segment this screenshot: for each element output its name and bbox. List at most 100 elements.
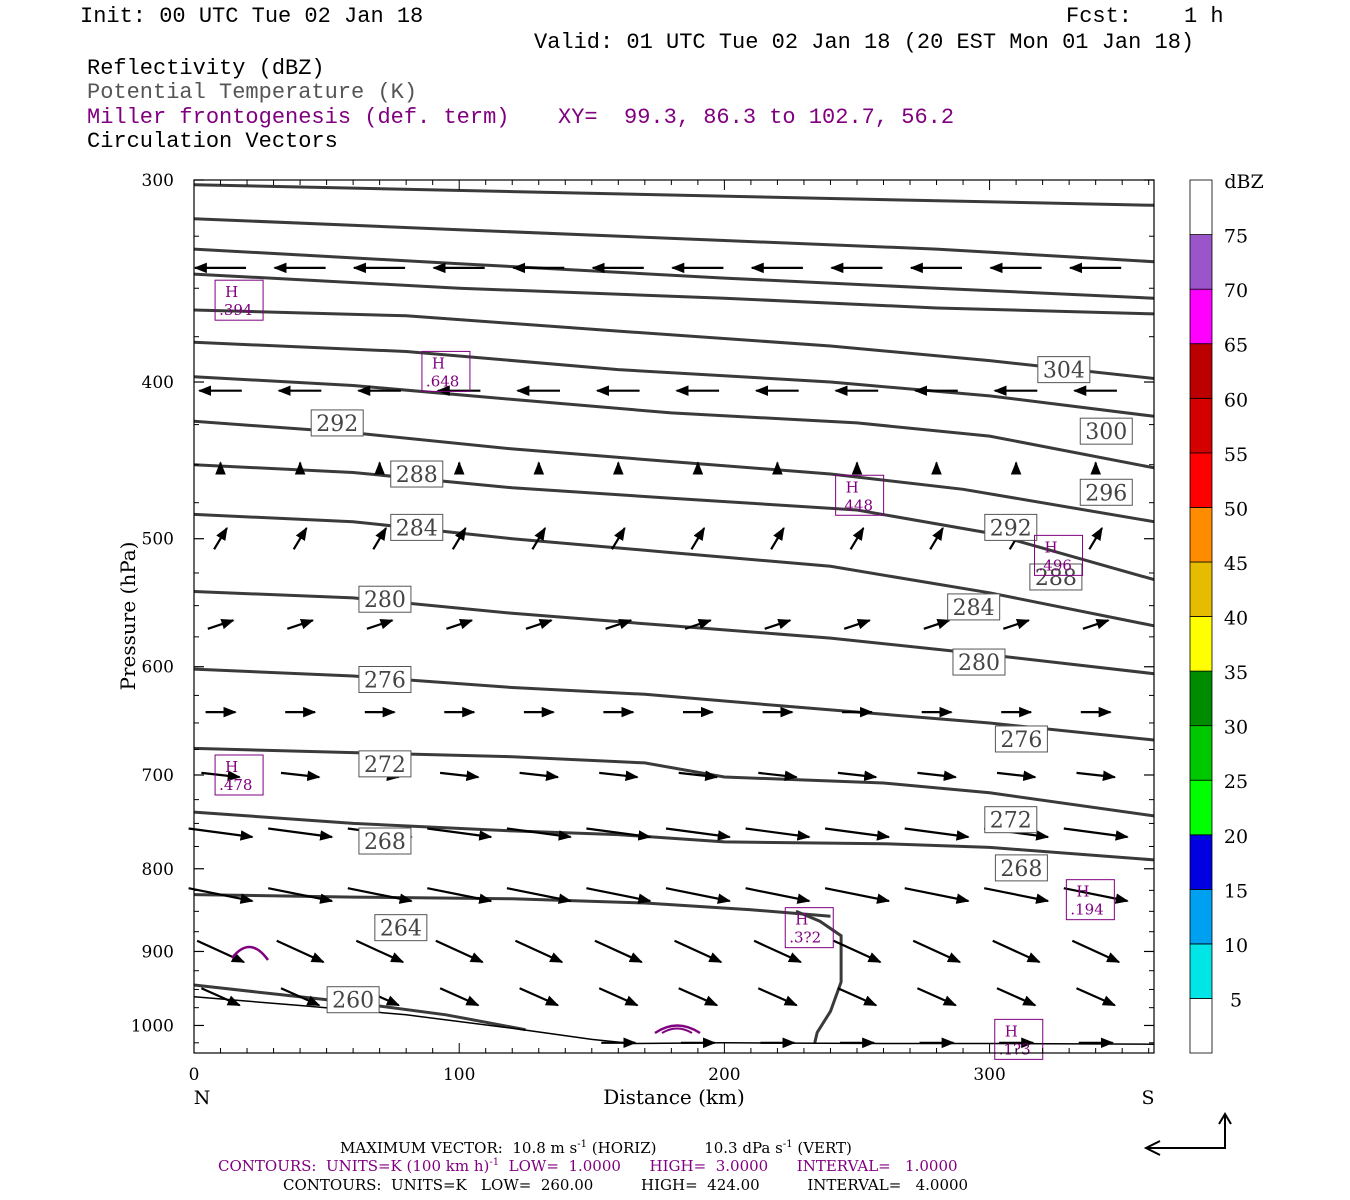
colorbar-label: 30: [1224, 717, 1248, 739]
reference-vector-icon: [1143, 1112, 1232, 1156]
isentrope-label: 276: [994, 725, 1048, 753]
y-tick-label: 800: [142, 860, 174, 880]
colorbar-label: 50: [1224, 498, 1248, 520]
circulation-vector: [446, 619, 474, 630]
isentrope-label: 264: [374, 914, 428, 942]
circulation-vector: [843, 619, 871, 630]
colorbar-label: 10: [1224, 935, 1248, 957]
frontogenesis-max-value: .496: [1039, 556, 1072, 574]
circulation-vector: [514, 939, 564, 964]
circulation-vector: [427, 827, 493, 841]
isentrope-label-text: 272: [364, 753, 406, 778]
isentrope-label-text: 276: [364, 669, 406, 694]
circulation-vector: [280, 987, 321, 1007]
circulation-vector: [519, 987, 560, 1007]
circulation-vector: [824, 827, 891, 841]
circulation-vector: [904, 887, 970, 904]
circulation-vector: [439, 770, 480, 782]
colorbar-swatch: [1189, 179, 1213, 235]
frontogenesis-contour: [654, 1024, 701, 1035]
frontogenesis-max-h: H: [225, 283, 238, 301]
x-tick-label: 0: [189, 1065, 200, 1085]
isentrope-label: 268: [358, 827, 412, 855]
isentrope-label: 296: [1079, 478, 1133, 506]
circulation-vector: [678, 987, 719, 1007]
forecast-hour: 1 h: [1184, 4, 1224, 29]
isentrope-296: [193, 375, 1155, 470]
circulation-vector: [286, 619, 315, 630]
circulation-vector: [1063, 827, 1129, 841]
colorbar-label: 25: [1224, 771, 1248, 793]
colorbar-label: 35: [1224, 662, 1248, 684]
x-tick-label: 300: [973, 1065, 1005, 1085]
circulation-vector: [267, 887, 334, 904]
circulation-vector: [1002, 619, 1031, 630]
frontogenesis-max: H.478: [214, 754, 264, 796]
plot-frame: [193, 179, 1155, 1054]
isentrope-label-text: 288: [396, 463, 438, 488]
field-vectors: Circulation Vectors: [87, 129, 338, 154]
circulation-vector: [276, 939, 325, 964]
colorbar-label: 55: [1224, 444, 1248, 466]
circulation-vector: [745, 887, 811, 904]
isentrope-label: 260: [326, 986, 380, 1014]
circulation-vector: [753, 939, 803, 964]
isentrope-320: [193, 183, 1155, 207]
circulation-vector: [292, 526, 308, 550]
field-reflectivity: Reflectivity (dBZ): [87, 56, 325, 81]
circulation-vector: [355, 939, 405, 964]
isentrope-label-text: 268: [1000, 857, 1042, 882]
isentrope-label: 292: [984, 513, 1038, 541]
colorbar-swatch: [1189, 779, 1213, 836]
circulation-vector: [929, 526, 944, 550]
colorbar-label: 40: [1224, 608, 1248, 630]
frontogenesis-max: H.448: [835, 474, 885, 516]
circulation-vector: [1063, 887, 1129, 904]
isentrope-label-text: 276: [1000, 728, 1042, 753]
isentrope-label: 300: [1079, 417, 1133, 445]
frontogenesis-max: H.3?2: [784, 907, 834, 949]
circulation-vector: [347, 887, 413, 904]
colorbar-label: 20: [1224, 826, 1248, 848]
circulation-vector: [188, 827, 254, 841]
isentrope-label: 284: [947, 593, 1001, 621]
colorbar-unit: dBZ: [1224, 171, 1263, 193]
frontogenesis-max-value: .448: [840, 496, 873, 514]
circulation-vector: [1082, 619, 1110, 630]
circulation-vector: [770, 526, 785, 550]
isentrope-label: 272: [984, 806, 1038, 834]
isentrope-label-text: 296: [1085, 481, 1127, 506]
colorbar-swatch: [1189, 670, 1213, 727]
circulation-vector: [372, 526, 387, 550]
circulation-vector: [833, 939, 882, 964]
isentrope-300: [193, 340, 1155, 418]
isentrope-label: 288: [1029, 563, 1083, 591]
frontogenesis-max: H.1?3: [994, 1018, 1044, 1060]
circulation-vector: [188, 887, 254, 904]
isentrope-268: [193, 810, 1155, 862]
isentrope-label: 276: [358, 666, 412, 694]
isentrope-276: [193, 667, 1155, 742]
circulation-vector: [1088, 526, 1103, 550]
colorbar-label: 45: [1224, 553, 1248, 575]
frontogenesis-max-value: .394: [219, 301, 252, 319]
frontogenesis-max-h: H: [846, 478, 859, 496]
circulation-vector: [213, 526, 228, 550]
colorbar-label: 15: [1224, 880, 1248, 902]
circulation-vector: [506, 887, 572, 904]
circulation-vector: [674, 939, 723, 964]
isentrope-label-text: 264: [380, 917, 422, 942]
footer-max-vector: MAXIMUM VECTOR: 10.8 m s-1 (HORIZ) 10.3 …: [340, 1139, 852, 1157]
isentrope-label-text: 260: [332, 989, 374, 1014]
y-tick-label: 1000: [131, 1016, 174, 1036]
circulation-vector: [917, 770, 958, 782]
frontogenesis-max-h: H: [1045, 538, 1058, 556]
circulation-vector: [586, 887, 652, 904]
colorbar-swatch: [1189, 888, 1213, 945]
colorbar-swatch: [1189, 397, 1213, 454]
circulation-vector: [439, 987, 480, 1007]
circulation-vector: [268, 827, 334, 841]
isentrope-316: [193, 217, 1155, 264]
isentrope-label: 268: [994, 854, 1048, 882]
